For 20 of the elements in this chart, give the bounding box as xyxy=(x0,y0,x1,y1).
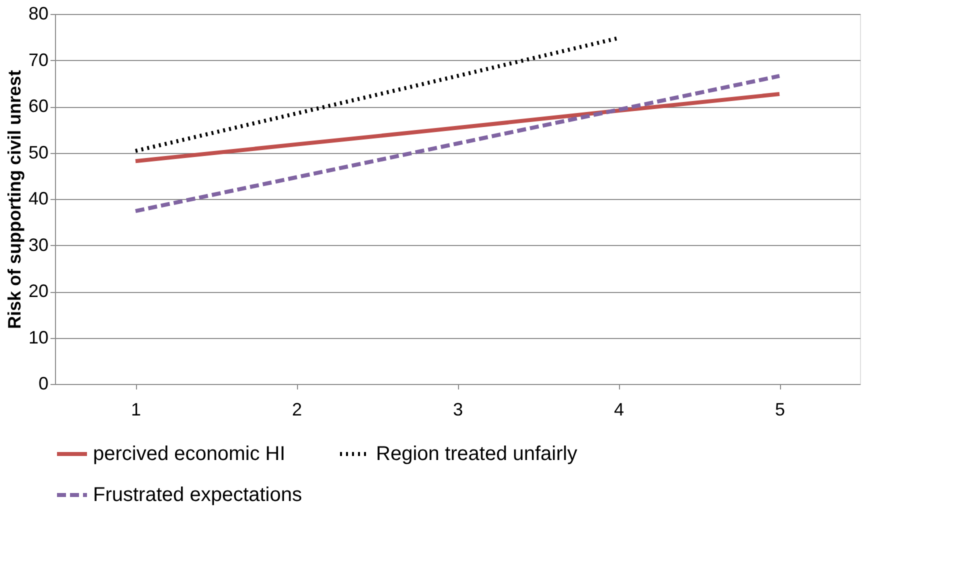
legend-label: Region treated unfairly xyxy=(376,443,578,465)
line-series xyxy=(134,74,782,214)
y-tick-label: 80 xyxy=(28,4,48,24)
x-tick-label: 1 xyxy=(130,400,142,420)
y-axis-title: Risk of supporting civil unrest xyxy=(4,70,24,330)
x-tick-label: 4 xyxy=(614,400,624,420)
legend-label: Frustrated expectations xyxy=(93,484,302,506)
x-tick-label: 5 xyxy=(774,400,786,420)
line-series xyxy=(134,92,782,164)
legend-label: percived economic HI xyxy=(93,443,286,465)
y-tick-label: 10 xyxy=(28,327,48,348)
x-tick-label: 2 xyxy=(292,400,302,420)
x-tick-label: 3 xyxy=(452,400,464,420)
y-tick-label: 60 xyxy=(28,96,48,116)
y-tick-label: 70 xyxy=(28,50,48,70)
y-tick-label: 50 xyxy=(28,142,48,162)
y-tick-label: 40 xyxy=(28,188,48,208)
y-tick-label: 20 xyxy=(28,281,48,301)
y-tick-label: 30 xyxy=(28,234,48,255)
y-tick-label: 0 xyxy=(38,374,48,394)
